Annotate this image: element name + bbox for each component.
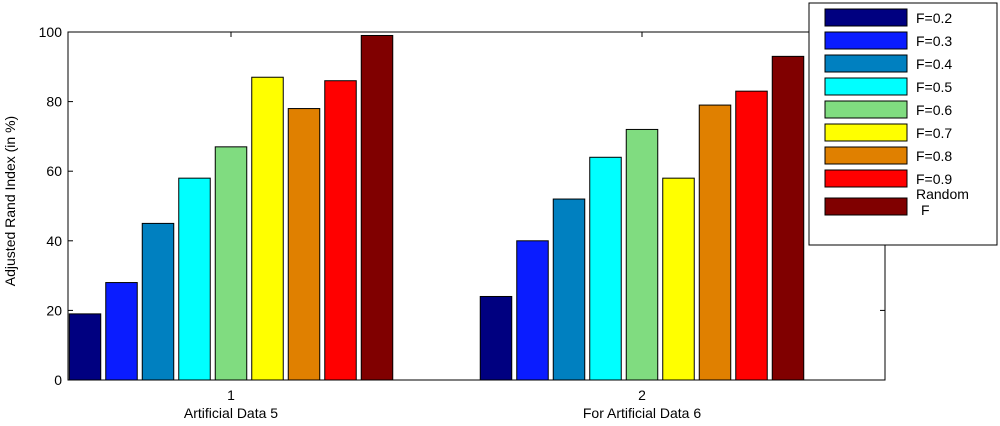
legend-label: F=0.9 [916,171,952,187]
bars [68,34,805,381]
legend-label: F=0.3 [916,33,952,49]
legend-swatch [824,31,908,50]
bar-f-0-2-cat-2 [479,295,513,381]
legend-swatch [824,197,908,216]
legend-swatch [824,54,908,73]
bar-f-0-9-cat-2 [735,90,768,381]
legend-swatch [824,100,908,119]
legend-label: F=0.5 [916,79,952,95]
legend-swatch [824,77,908,96]
bar-random-f-cat-2 [771,55,805,381]
bar-random-f-cat-1 [360,34,394,381]
y-tick-label: 80 [46,94,62,110]
legend-swatch [824,146,908,165]
bar-f-0-9-cat-1 [324,80,357,381]
bar-f-0-7-cat-1 [251,76,284,381]
x-axis: 1 Artificial Data 5 2 For Artificial Data 6 [184,32,701,421]
bar-f-0-8-cat-2 [698,104,732,381]
y-tick-label: 0 [54,372,62,388]
legend-label: F=0.2 [916,10,952,26]
legend-label-cont: F [921,202,930,218]
bar-f-0-6-cat-2 [625,128,659,381]
legend-swatch [824,8,908,27]
legend-label: F=0.6 [916,102,952,118]
y-tick-label: 100 [39,24,63,40]
bar-f-0-4-cat-2 [552,198,586,381]
legend-swatch [824,169,908,188]
y-tick-label: 60 [46,163,62,179]
x-tick-label: 1 [227,387,235,403]
bar-f-0-7-cat-2 [662,177,695,381]
x-category-sublabel: For Artificial Data 6 [583,405,701,421]
legend-label: Random [916,186,969,202]
legend-label: F=0.4 [916,56,952,72]
bar-f-0-3-cat-2 [516,240,549,381]
bar-f-0-6-cat-1 [214,146,248,381]
legend-label: F=0.7 [916,125,952,141]
y-tick-label: 20 [46,302,62,318]
legend: F=0.2 F=0.3 F=0.4 F=0.5 F=0.6 F=0.7 F=0.8 F=0.9… [808,2,998,246]
bar-f-0-8-cat-1 [287,108,321,381]
y-tick-label: 40 [46,233,62,249]
x-tick-label: 2 [638,387,646,403]
bar-f-0-5-cat-2 [589,156,622,381]
legend-label: F=0.8 [916,148,952,164]
x-category-sublabel: Artificial Data 5 [184,405,278,421]
bar-f-0-4-cat-1 [141,222,175,381]
bar-f-0-3-cat-1 [105,282,138,381]
bar-f-0-2-cat-1 [68,313,102,381]
bar-f-0-5-cat-1 [178,177,211,381]
y-axis-title: Adjusted Rand Index (in %) [2,116,18,286]
legend-swatch [824,123,908,142]
